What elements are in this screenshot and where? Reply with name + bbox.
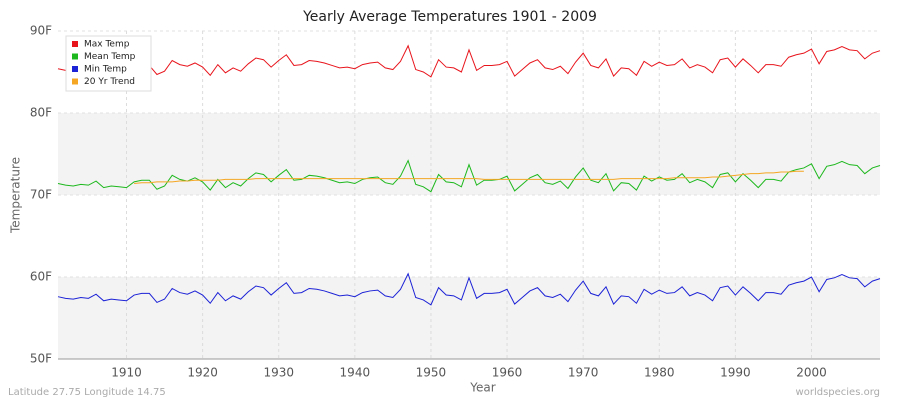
y-axis-label: Temperature bbox=[9, 157, 23, 234]
x-tick-label: 1990 bbox=[720, 366, 751, 380]
x-tick-label: 1980 bbox=[644, 366, 675, 380]
legend-label: Max Temp bbox=[84, 40, 130, 50]
series-line bbox=[134, 170, 804, 185]
y-tick-label: 70F bbox=[30, 188, 52, 202]
legend-label: Min Temp bbox=[84, 65, 127, 75]
legend-label: 20 Yr Trend bbox=[84, 77, 135, 87]
x-tick-label: 1950 bbox=[416, 366, 447, 380]
series-line bbox=[57, 44, 881, 78]
x-tick-label: 1910 bbox=[111, 366, 142, 380]
legend-swatch bbox=[72, 78, 78, 85]
legend-swatch bbox=[72, 41, 78, 47]
y-tick-label: 60F bbox=[30, 270, 52, 284]
band bbox=[58, 113, 880, 195]
legend-label: Mean Temp bbox=[84, 52, 136, 62]
x-tick-label: 1920 bbox=[187, 366, 218, 380]
chart-title: Yearly Average Temperatures 1901 - 2009 bbox=[302, 9, 597, 25]
band bbox=[58, 277, 880, 359]
series-line bbox=[57, 159, 881, 193]
footer-right: worldspecies.org bbox=[796, 387, 880, 398]
legend-swatch bbox=[72, 66, 78, 72]
x-tick-label: 2000 bbox=[796, 366, 827, 380]
x-axis-label: Year bbox=[469, 381, 495, 395]
legend-swatch bbox=[72, 53, 78, 60]
x-tick-label: 1970 bbox=[568, 366, 599, 380]
x-tick-label: 1940 bbox=[340, 366, 371, 380]
series-line bbox=[57, 272, 881, 306]
y-tick-label: 80F bbox=[30, 106, 52, 120]
y-tick-label: 90F bbox=[30, 24, 52, 38]
x-tick-label: 1960 bbox=[492, 366, 523, 380]
x-tick-label: 1930 bbox=[263, 366, 294, 380]
footer-left: Latitude 27.75 Longitude 14.75 bbox=[8, 387, 166, 398]
legend-box bbox=[65, 35, 152, 92]
y-tick-label: 50F bbox=[30, 352, 52, 366]
